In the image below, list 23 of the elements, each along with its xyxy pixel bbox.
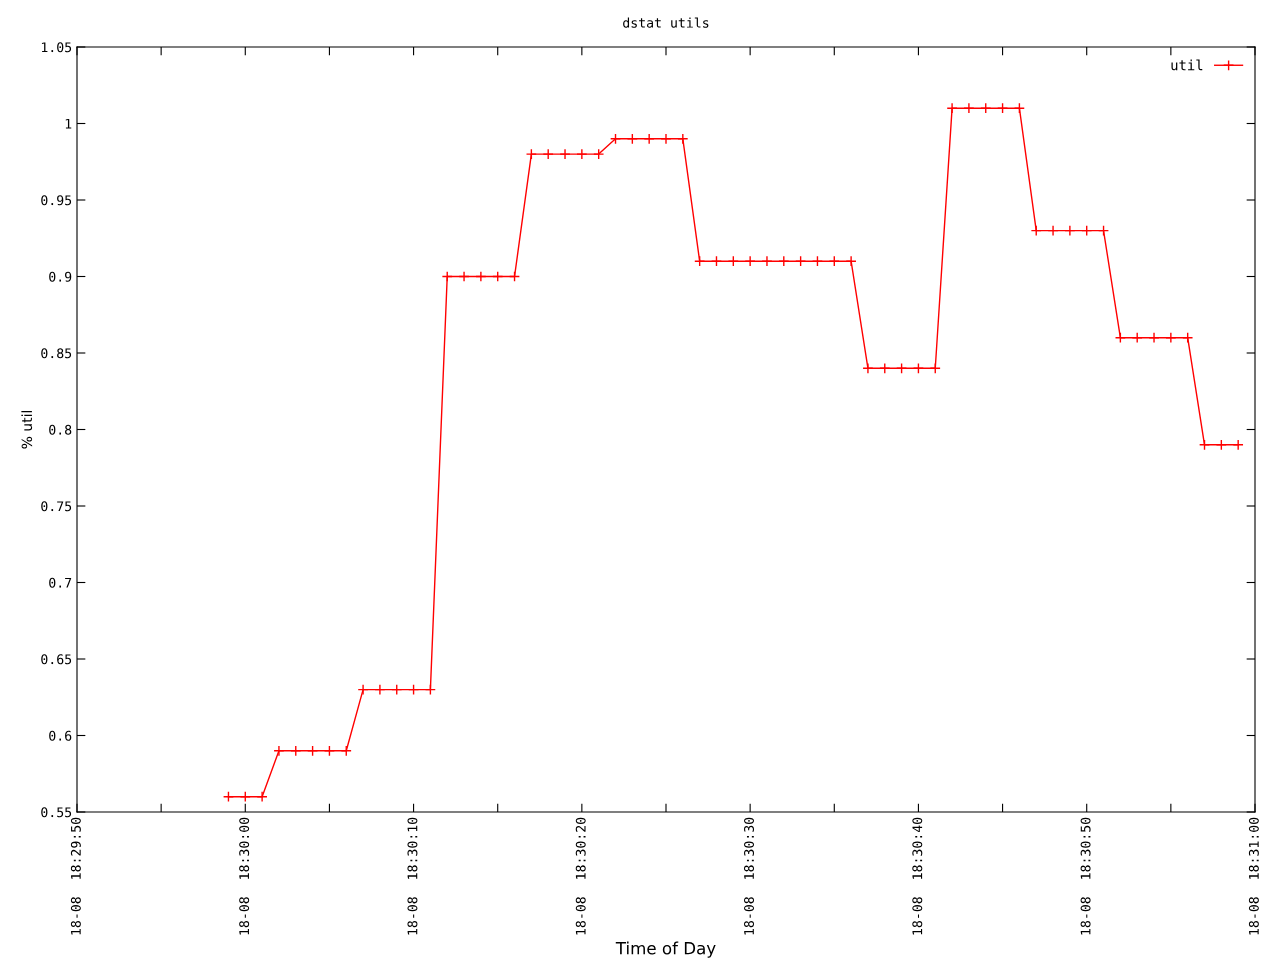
- x-tick-label: 18-08 18:30:00: [239, 817, 250, 935]
- y-tick-label: 0.7: [49, 577, 72, 588]
- y-tick-label: 1.05: [41, 42, 72, 53]
- x-tick-label: 18-08 18:31:00: [1248, 817, 1259, 935]
- y-tick-label: 1: [65, 118, 72, 129]
- y-tick-label: 0.95: [41, 195, 72, 206]
- x-axis-title: Time of Day: [615, 941, 716, 958]
- x-tick-label: 18-08 18:30:40: [912, 817, 923, 935]
- y-tick-label: 0.6: [49, 730, 72, 741]
- y-axis-title: % util: [21, 411, 33, 449]
- y-tick-label: 0.8: [49, 424, 72, 435]
- x-tick-label: 18-08 18:29:50: [70, 817, 81, 935]
- y-tick-label: 0.65: [41, 654, 72, 665]
- legend-label: util: [1171, 59, 1203, 71]
- chart-title: dstat utils: [623, 17, 709, 28]
- y-tick-label: 0.9: [49, 271, 72, 282]
- y-tick-label: 0.85: [41, 348, 72, 359]
- x-tick-label: 18-08 18:30:50: [1080, 817, 1091, 935]
- x-tick-label: 18-08 18:30:10: [407, 817, 418, 935]
- y-tick-label: 0.75: [41, 501, 72, 512]
- x-tick-label: 18-08 18:30:30: [744, 817, 755, 935]
- y-tick-label: 0.55: [41, 807, 72, 818]
- x-tick-label: 18-08 18:30:20: [575, 817, 586, 935]
